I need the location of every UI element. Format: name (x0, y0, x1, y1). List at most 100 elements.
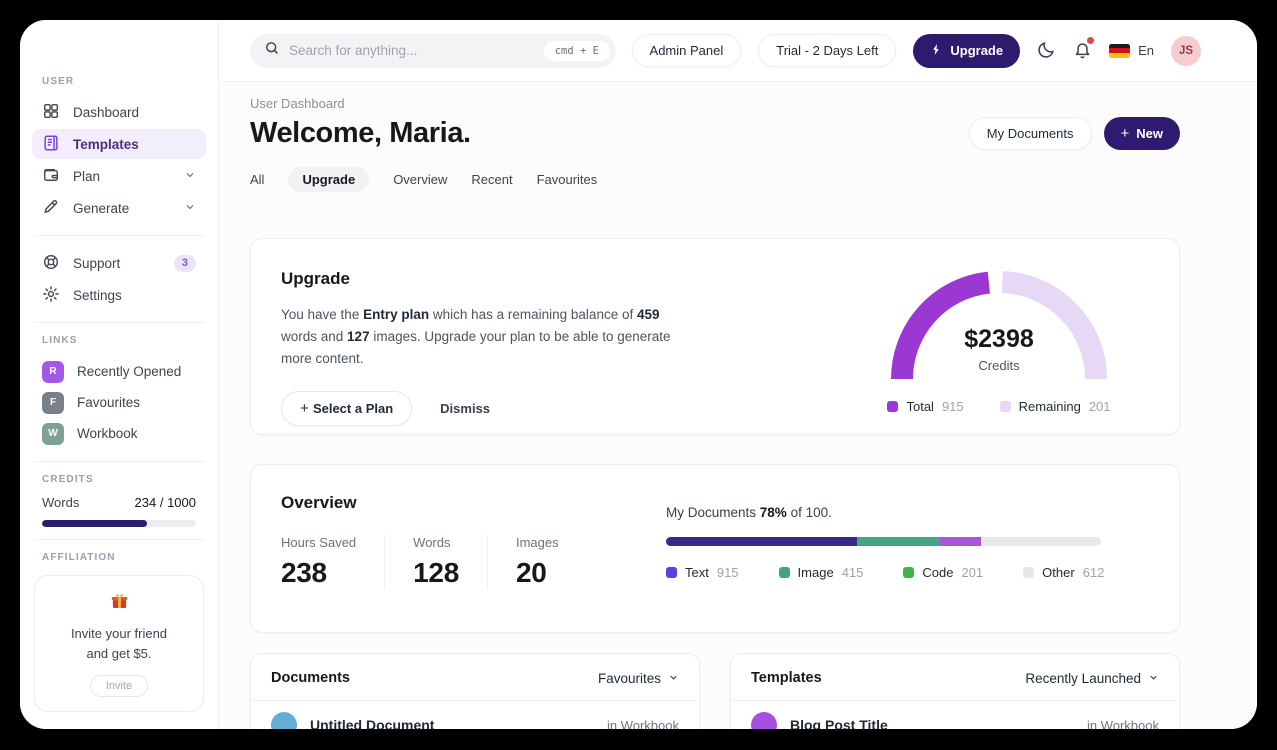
document-title: Untitled Document (310, 717, 435, 729)
notifications-button[interactable] (1073, 36, 1095, 62)
stat-images: Images 20 (515, 535, 559, 588)
search-shortcut-badge: cmd + E (543, 40, 610, 61)
my-documents-button[interactable]: My Documents (968, 117, 1092, 150)
trial-status-button[interactable]: Trial - 2 Days Left (758, 34, 897, 67)
main-content: User Dashboard Welcome, Maria. My Docume… (219, 82, 1257, 729)
credits-progress-track (42, 520, 196, 527)
language-selector[interactable]: En (1109, 43, 1154, 58)
link-initial-badge: F (42, 391, 64, 414)
credits-label: Words (42, 495, 80, 510)
notification-dot (1087, 36, 1095, 44)
sidebar-item-dashboard[interactable]: Dashboard (32, 97, 206, 127)
breadcrumb: User Dashboard (250, 96, 345, 111)
tab-recent[interactable]: Recent (471, 171, 513, 187)
dismiss-button[interactable]: Dismiss (440, 400, 491, 416)
bar-segment-text (666, 537, 858, 546)
link-initial-badge: W (42, 422, 64, 445)
affiliation-card: Invite your friend and get $5. Invite (34, 575, 204, 712)
credits-usage: Words 234 / 1000 (32, 495, 206, 510)
legend-swatch (887, 401, 899, 412)
sidebar-item-plan[interactable]: Plan (32, 161, 206, 191)
sidebar-section-credits: CREDITS (42, 474, 94, 485)
documents-filter-dropdown[interactable]: Favourites (598, 671, 679, 686)
affiliation-text: Invite your friend and get $5. (70, 626, 168, 661)
moon-icon (1037, 40, 1056, 62)
legend-item-total: Total 915 (887, 399, 964, 414)
documents-progress-label: My Documents 78% of 100. (666, 505, 832, 520)
sidebar-link-label: Workbook (77, 426, 138, 441)
chevron-down-icon (1148, 671, 1159, 686)
sidebar-section-affiliation: AFFILIATION (42, 552, 116, 563)
tab-upgrade[interactable]: Upgrade (288, 166, 370, 192)
legend-swatch (903, 567, 915, 578)
search-bar[interactable]: cmd + E (250, 33, 616, 68)
topbar: cmd + E Admin Panel Trial - 2 Days Left … (219, 20, 1257, 82)
divider (34, 322, 204, 323)
documents-card: Documents Favourites Untitled Document i… (250, 653, 700, 729)
gauge-center-label: Credits (978, 358, 1020, 373)
gauge-center-value: $2398 (964, 325, 1034, 353)
pen-icon (42, 198, 60, 219)
plus-icon: + (300, 399, 313, 417)
legend-swatch (778, 567, 790, 578)
legend-swatch (999, 401, 1011, 412)
tab-all[interactable]: All (250, 171, 265, 187)
dark-mode-toggle[interactable] (1037, 40, 1056, 62)
tab-overview[interactable]: Overview (393, 171, 448, 187)
documents-card-title: Documents (271, 670, 350, 686)
upgrade-button[interactable]: Upgrade (913, 33, 1021, 68)
sidebar-item-support[interactable]: Support 3 (32, 248, 206, 278)
sidebar-item-templates[interactable]: Templates (32, 129, 206, 159)
legend-item-remaining: Remaining 201 (999, 399, 1111, 414)
overview-card-title: Overview (281, 493, 357, 512)
documents-progress-chart: My Documents 78% of 100. Text 915 Image 41… (666, 505, 1104, 580)
sidebar-item-settings[interactable]: Settings (32, 280, 206, 310)
template-title: Blog Post Title (790, 717, 888, 729)
sidebar-section-user: USER (42, 76, 75, 87)
sidebar-item-label: Dashboard (73, 104, 140, 120)
legend-swatch (666, 567, 677, 578)
stacked-progress-bar (666, 537, 1101, 546)
sidebar-item-label: Generate (73, 200, 130, 216)
stat-words: Words 128 (413, 535, 488, 589)
upgrade-card: Upgrade You have the Entry plan which ha… (250, 238, 1180, 435)
template-list-item[interactable]: Blog Post Title in Workbook (731, 701, 1179, 729)
credits-value: 234 / 1000 (134, 495, 196, 510)
admin-panel-button[interactable]: Admin Panel (631, 34, 742, 67)
sidebar-link-workbook[interactable]: W Workbook (32, 418, 206, 449)
invite-button[interactable]: Invite (89, 675, 149, 697)
stacked-bar-legend: Text 915 Image 415 Code 201 Other 612 (666, 565, 1104, 580)
plus-icon: + (1120, 125, 1130, 142)
bar-segment-image (857, 537, 941, 546)
credits-gauge-svg (891, 271, 1107, 380)
chevron-down-icon (184, 169, 196, 184)
sidebar-item-generate[interactable]: Generate (32, 193, 206, 223)
template-location: in Workbook (1086, 717, 1159, 730)
app-window: USER Dashboard Templates Plan Generate S… (20, 20, 1257, 729)
stat-hours-saved: Hours Saved 238 (281, 535, 386, 589)
templates-filter-dropdown[interactable]: Recently Launched (1025, 671, 1159, 686)
template-avatar (751, 712, 777, 729)
select-plan-button[interactable]: + Select a Plan (281, 390, 413, 426)
overview-stats: Hours Saved 238 Words 128 Images 20 (281, 535, 1149, 589)
legend-item-code: Code 201 (903, 565, 983, 580)
document-list-item[interactable]: Untitled Document in Workbook (251, 701, 699, 729)
overview-card: Overview Hours Saved 238 Words 128 Image… (250, 464, 1180, 633)
dashboard-grid-icon (42, 102, 60, 123)
search-input[interactable] (289, 43, 535, 58)
divider (34, 461, 204, 462)
link-initial-badge: R (42, 360, 64, 383)
bar-segment-code (940, 537, 982, 546)
lifebuoy-icon (42, 253, 60, 274)
sidebar-link-favourites[interactable]: F Favourites (32, 387, 206, 418)
sidebar-item-label: Templates (73, 136, 139, 152)
divider (34, 539, 204, 540)
tab-favourites[interactable]: Favourites (536, 171, 598, 187)
credits-progress-fill (42, 520, 147, 527)
sidebar-link-recently-opened[interactable]: R Recently Opened (32, 356, 206, 387)
templates-card-title: Templates (751, 670, 822, 686)
new-button[interactable]: + New (1103, 117, 1180, 150)
user-avatar[interactable]: JS (1171, 35, 1201, 66)
sidebar-item-label: Plan (73, 168, 101, 184)
legend-item-other: Other 612 (1023, 565, 1104, 580)
